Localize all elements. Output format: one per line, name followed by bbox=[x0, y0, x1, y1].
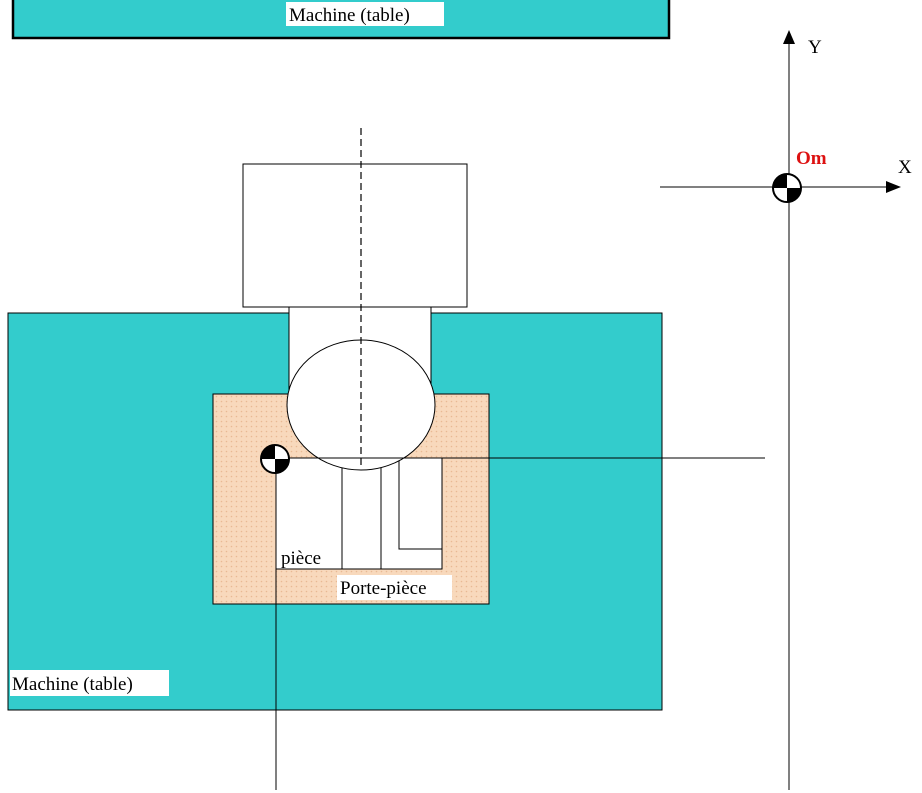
y-axis-label: Y bbox=[808, 37, 822, 58]
machine-table-label: Machine (table) bbox=[12, 674, 133, 695]
machine-table-top: Machine (table) bbox=[11, 0, 671, 40]
machine-axes: Y X Om bbox=[660, 30, 912, 790]
spindle bbox=[242, 128, 468, 471]
workpiece-step-left bbox=[341, 457, 382, 570]
x-axis-label: X bbox=[898, 157, 912, 178]
machine-table-top-label: Machine (table) bbox=[289, 5, 410, 26]
spindle-head bbox=[242, 163, 468, 308]
part-origin-icon bbox=[260, 444, 290, 474]
machine-table-label-bg bbox=[10, 670, 169, 696]
workpiece-label: pièce bbox=[281, 548, 321, 569]
part-holder-label: Porte-pièce bbox=[340, 578, 427, 599]
machine-table-top-label-bg bbox=[286, 2, 444, 26]
y-axis-arrow-icon bbox=[783, 30, 795, 44]
workpiece: pièce bbox=[275, 457, 443, 570]
workpiece-step-right bbox=[398, 457, 443, 550]
machine-origin-label: Om bbox=[796, 148, 827, 169]
part-holder-label-bg bbox=[337, 575, 452, 600]
x-axis-arrow-icon bbox=[886, 181, 901, 193]
machine-origin-icon bbox=[772, 173, 802, 203]
